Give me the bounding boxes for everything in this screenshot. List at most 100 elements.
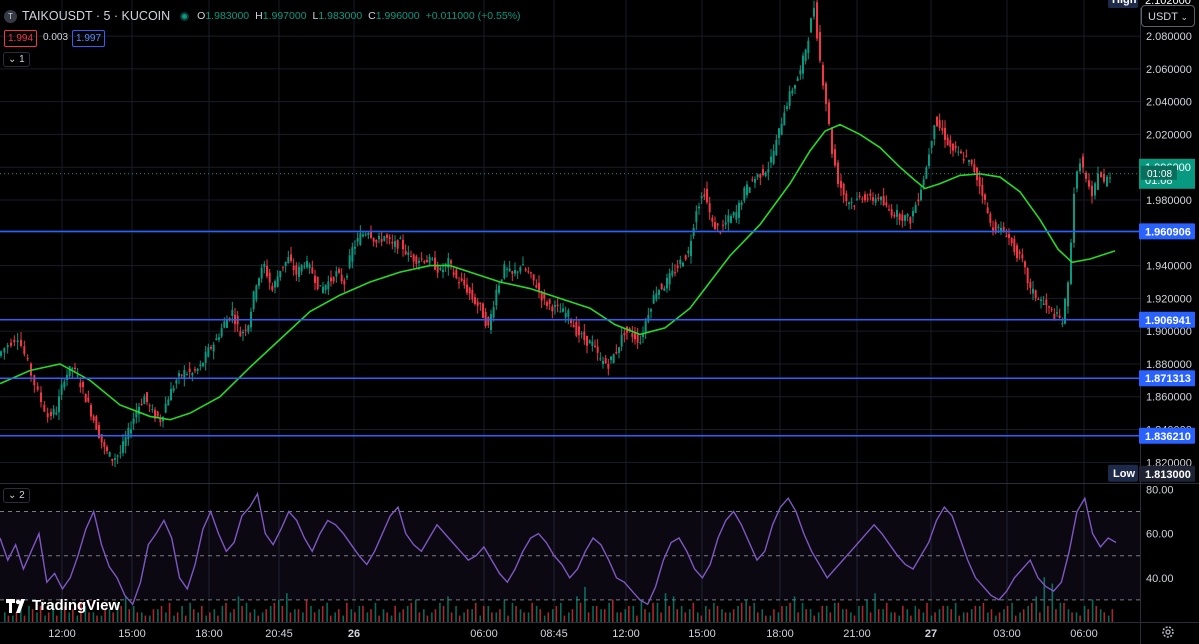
candle-body (607, 363, 610, 369)
candle-body (845, 193, 848, 202)
candle-body (944, 127, 946, 140)
candle-body (914, 204, 917, 213)
volume-bar (318, 609, 320, 622)
horizontal-line-price-tag (1139, 223, 1195, 240)
volume-bar (431, 612, 433, 622)
candle-body (52, 408, 55, 415)
volume-bar (833, 602, 836, 622)
volume-bar (60, 609, 63, 622)
tradingview-logo[interactable]: TradingView (6, 597, 120, 614)
candle-body (652, 295, 655, 304)
candle-body (666, 277, 668, 289)
high-marker-tag (1108, 0, 1138, 8)
volume-bar (149, 615, 151, 622)
symbol-title[interactable]: TAIKOUSDT · 5 · KUCOIN (22, 9, 171, 23)
candle-body (778, 128, 780, 139)
volume-bar (918, 609, 920, 622)
volume-bar (378, 615, 380, 622)
candle-body (1026, 268, 1029, 283)
candle-body (722, 224, 724, 226)
candle-body (50, 411, 52, 416)
candle-body (615, 352, 618, 354)
volume-bar (571, 609, 574, 622)
candle-body (98, 425, 100, 438)
candle-body (984, 194, 986, 200)
volume-bar (337, 609, 340, 622)
candle-body (364, 234, 367, 236)
volume-bar (713, 602, 715, 622)
candle-body (588, 340, 591, 344)
pane-2-toggle[interactable]: ⌄ 2 (3, 488, 30, 503)
candle-body (199, 364, 202, 367)
volume-bar (543, 615, 546, 622)
volume-bar (628, 606, 630, 622)
volume-bar (20, 609, 22, 622)
candle-body (418, 260, 420, 263)
pane-1-toggle[interactable]: ⌄ 1 (3, 52, 30, 67)
candle-body (877, 197, 880, 200)
buy-price-button[interactable]: 1.997 (72, 30, 106, 47)
candle-body (578, 326, 580, 336)
volume-bar (603, 609, 606, 622)
volume-bar (769, 615, 772, 622)
candle-body (114, 458, 116, 460)
volume-bar (55, 615, 58, 622)
candle-body (332, 277, 335, 282)
volume-bar (1055, 609, 1057, 622)
currency-select[interactable]: USDT ⌄ (1141, 5, 1195, 27)
candle-body (0, 351, 2, 356)
candle-body (770, 156, 772, 163)
candle-body (378, 235, 380, 240)
candle-body (13, 339, 16, 343)
volume-bar (1059, 602, 1062, 622)
volume-bar (797, 612, 799, 622)
volume-bar (539, 609, 542, 622)
candle-body (407, 252, 410, 256)
candle-body (268, 272, 271, 283)
volume-bar (877, 609, 880, 622)
volume-bar (386, 612, 388, 622)
volume-bar (23, 615, 26, 622)
volume-bar (781, 606, 783, 622)
candle-body (143, 396, 146, 405)
candle-body (802, 55, 804, 74)
candle-body (68, 366, 71, 377)
candle-body (540, 291, 543, 301)
candle-body (952, 143, 954, 151)
price-tick-label: 2.020000 (1146, 129, 1192, 141)
volume-bar (76, 615, 79, 622)
volume-bar (1011, 602, 1013, 622)
volume-bar (503, 599, 506, 622)
candle-body (303, 266, 306, 268)
volume-bar (358, 606, 361, 622)
sell-price-button[interactable]: 1.994 (4, 30, 38, 47)
candle-body (132, 418, 135, 424)
candle-body (306, 260, 308, 268)
candle-body (348, 255, 351, 268)
volume-bar (708, 609, 711, 622)
candle-body (687, 250, 690, 254)
volume-bar (656, 602, 659, 622)
volume-bar (765, 615, 767, 622)
candle-body (1094, 183, 1096, 196)
time-tick-label: 08:45 (540, 628, 568, 640)
countdown-tag (1141, 165, 1177, 180)
time-tick-label: 12:00 (48, 628, 76, 640)
candle-body (172, 387, 175, 391)
volume-bar (249, 612, 251, 622)
gear-icon[interactable] (1160, 624, 1176, 640)
candle-body (1073, 193, 1075, 243)
candle-body (650, 309, 652, 312)
candle-body (850, 201, 853, 203)
candle-body (490, 314, 492, 330)
candle-body (732, 212, 735, 216)
volume-bar (785, 606, 788, 622)
volume-bar (527, 612, 530, 622)
candle-body (90, 405, 92, 417)
candle-body (1005, 235, 1008, 237)
candle-body (484, 311, 487, 327)
price-tick-label: 2.040000 (1146, 97, 1192, 109)
volume-bar (463, 612, 465, 622)
candle-body (804, 49, 807, 61)
